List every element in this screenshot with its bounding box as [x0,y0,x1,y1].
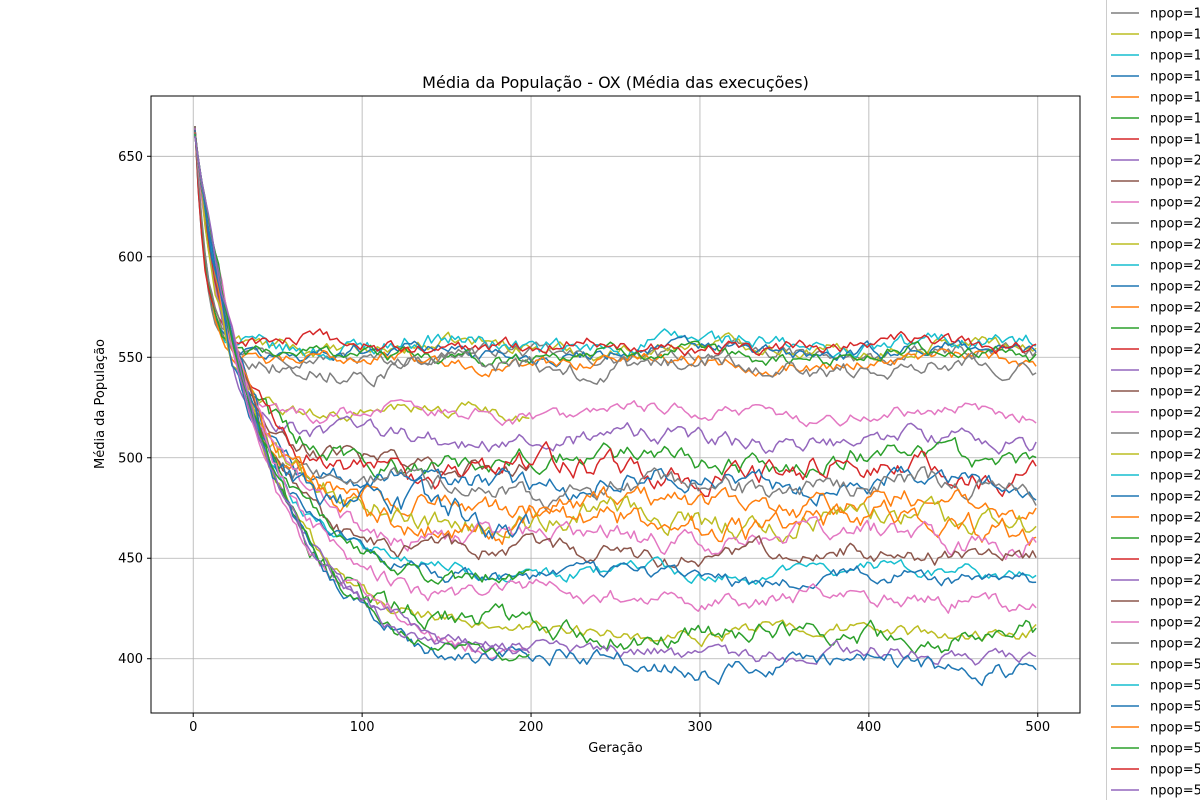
legend-label: npop=2 [1150,217,1200,232]
legend-label: npop=2 [1150,511,1200,526]
grid [151,96,1080,713]
legend-label: npop=1 [1150,28,1200,43]
x-tick-label: 0 [189,720,197,735]
series-line [194,136,1037,687]
legend-label: npop=5 [1150,679,1200,694]
series-line [194,130,1037,507]
legend-label: npop=2 [1150,175,1200,190]
y-tick-label: 500 [118,451,143,466]
series-line [194,134,1037,590]
legend-label: npop=2 [1150,532,1200,547]
y-tick-label: 550 [118,351,143,366]
legend-label: npop=2 [1150,448,1200,463]
legend-label: npop=2 [1150,406,1200,421]
series-line [194,132,1037,561]
series-line [194,128,1037,428]
legend-label: npop=2 [1150,364,1200,379]
legend-label: npop=2 [1150,238,1200,253]
axis-ticks: 0 100 200 300 400 500 400 450 500 550 600 650 [118,150,1050,735]
x-tick-label: 100 [350,720,375,735]
series-line [194,136,1037,655]
legend-label: npop=1 [1150,49,1200,64]
series-line [194,126,1037,362]
series-line [194,136,1037,648]
legend-label: npop=2 [1150,469,1200,484]
legend-label: npop=5 [1150,763,1200,778]
legend-label: npop=2 [1150,574,1200,589]
legend-label: npop=2 [1150,280,1200,295]
series-line [194,132,1037,543]
series-line [194,134,531,540]
x-axis-label: Geração [588,741,642,756]
y-axis-label: Média da População [93,339,108,469]
series-line [194,132,1037,511]
series-line [194,126,1037,368]
legend-label: npop=5 [1150,784,1200,799]
legend: npop=1 npop=1 npop=1 npop=1 npop=1 npop=1 npop… [1106,0,1200,800]
y-tick-label: 650 [118,150,143,165]
series-line [194,126,1037,357]
legend-label: npop=1 [1150,91,1200,106]
x-tick-label: 400 [856,720,881,735]
series-line [194,136,530,654]
legend-label: npop=5 [1150,658,1200,673]
legend-label: npop=2 [1150,616,1200,631]
legend-label: npop=2 [1150,427,1200,442]
series-line [194,132,1037,569]
series-group [194,126,1037,687]
legend-label: npop=1 [1150,133,1200,148]
series-line [194,132,1037,520]
series-line [194,126,1037,361]
legend-label: npop=5 [1150,742,1200,757]
legend-label: npop=2 [1150,637,1200,652]
y-tick-label: 600 [118,250,143,265]
series-line [194,136,1037,666]
series-line [194,136,1037,614]
series-line [194,132,1037,546]
series-line [194,128,1037,455]
legend-label: npop=2 [1150,322,1200,337]
legend-label: npop=2 [1150,595,1200,610]
legend-label: npop=5 [1150,721,1200,736]
series-line [194,126,1037,378]
legend-label: npop=1 [1150,112,1200,127]
x-tick-label: 200 [519,720,544,735]
series-line [194,130,1037,498]
legend-label: npop=2 [1150,301,1200,316]
x-tick-label: 300 [688,720,713,735]
legend-label: npop=2 [1150,343,1200,358]
series-line [194,126,1037,388]
legend-label: npop=2 [1150,490,1200,505]
legend-label: npop=1 [1150,70,1200,85]
series-line [194,130,1037,479]
legend-label: npop=5 [1150,700,1200,715]
legend-label: npop=2 [1150,385,1200,400]
y-tick-label: 400 [118,652,143,667]
legend-label: npop=2 [1150,259,1200,274]
chart-title: Média da População - OX (Média das execu… [422,73,809,92]
legend-label: npop=2 [1150,196,1200,211]
legend-label: npop=2 [1150,553,1200,568]
plot-frame [150,95,1081,714]
legend-label: npop=1 [1150,7,1200,22]
x-tick-label: 500 [1025,720,1050,735]
legend-label: npop=2 [1150,154,1200,169]
y-tick-label: 450 [118,552,143,567]
